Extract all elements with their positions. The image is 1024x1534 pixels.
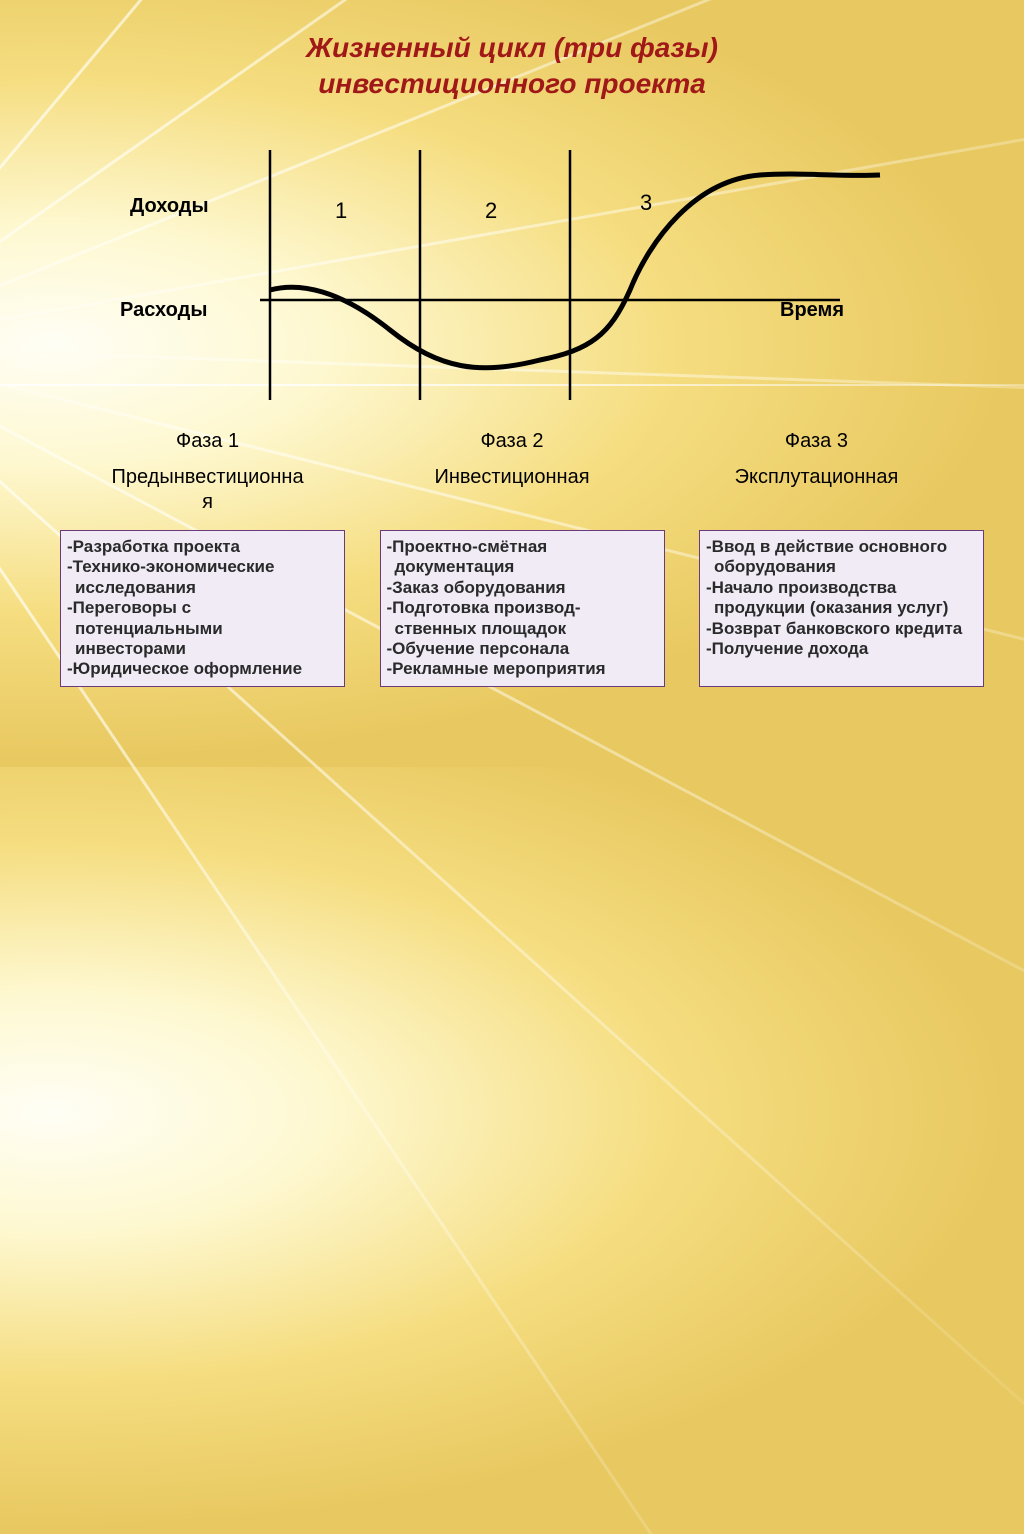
box-line: -Разработка проекта: [67, 537, 334, 557]
num-3: 3: [640, 190, 652, 215]
phase-name-1: Предынвестиционная: [58, 465, 358, 515]
phase-names-row: Предынвестиционная Инвестиционная Эксплу…: [0, 465, 1024, 515]
phase-label-1: Фаза 1: [58, 430, 358, 453]
label-income: Доходы: [130, 195, 209, 217]
lifecycle-chart: Доходы Расходы Время 1 2 3: [140, 140, 880, 410]
description-boxes: -Разработка проекта-Технико-экономически…: [60, 530, 984, 687]
phase-label-2: Фаза 2: [362, 430, 662, 453]
label-expenses: Расходы: [120, 299, 207, 321]
phase-label-3: Фаза 3: [666, 430, 966, 453]
box-line: -Ввод в действие основного оборудования: [706, 537, 973, 578]
phase-name-2: Инвестиционная: [362, 465, 662, 490]
label-time: Время: [780, 299, 844, 321]
box-line: -Юридическое оформление: [67, 659, 334, 679]
box-line: -Начало производства продукции (оказания…: [706, 578, 973, 619]
box-line: -Подготовка производ-ственных площадок: [387, 598, 654, 639]
curve: [270, 174, 880, 368]
box-line: -Переговоры с потенциальными инвесторами: [67, 598, 334, 659]
box-phase-1: -Разработка проекта-Технико-экономически…: [60, 530, 345, 687]
box-line: -Возврат банковского кредита: [706, 619, 973, 639]
title-line1: Жизненный цикл (три фазы): [306, 32, 718, 63]
box-line: -Технико-экономические исследования: [67, 557, 334, 598]
box-phase-2: -Проектно-смётная документация-Заказ обо…: [380, 530, 665, 687]
num-1: 1: [335, 198, 347, 223]
box-line: -Получение дохода: [706, 639, 973, 659]
box-line: -Проектно-смётная документация: [387, 537, 654, 578]
box-phase-3: -Ввод в действие основного оборудования-…: [699, 530, 984, 687]
phase-labels-row: Фаза 1 Фаза 2 Фаза 3: [0, 430, 1024, 453]
slide-title: Жизненный цикл (три фазы) инвестиционног…: [0, 30, 1024, 103]
phase-name-3: Эксплутационная: [666, 465, 966, 490]
box-line: -Обучение персонала: [387, 639, 654, 659]
title-line2: инвестиционного проекта: [318, 68, 706, 99]
box-line: -Рекламные мероприятия: [387, 659, 654, 679]
box-line: -Заказ оборудования: [387, 578, 654, 598]
num-2: 2: [485, 198, 497, 223]
